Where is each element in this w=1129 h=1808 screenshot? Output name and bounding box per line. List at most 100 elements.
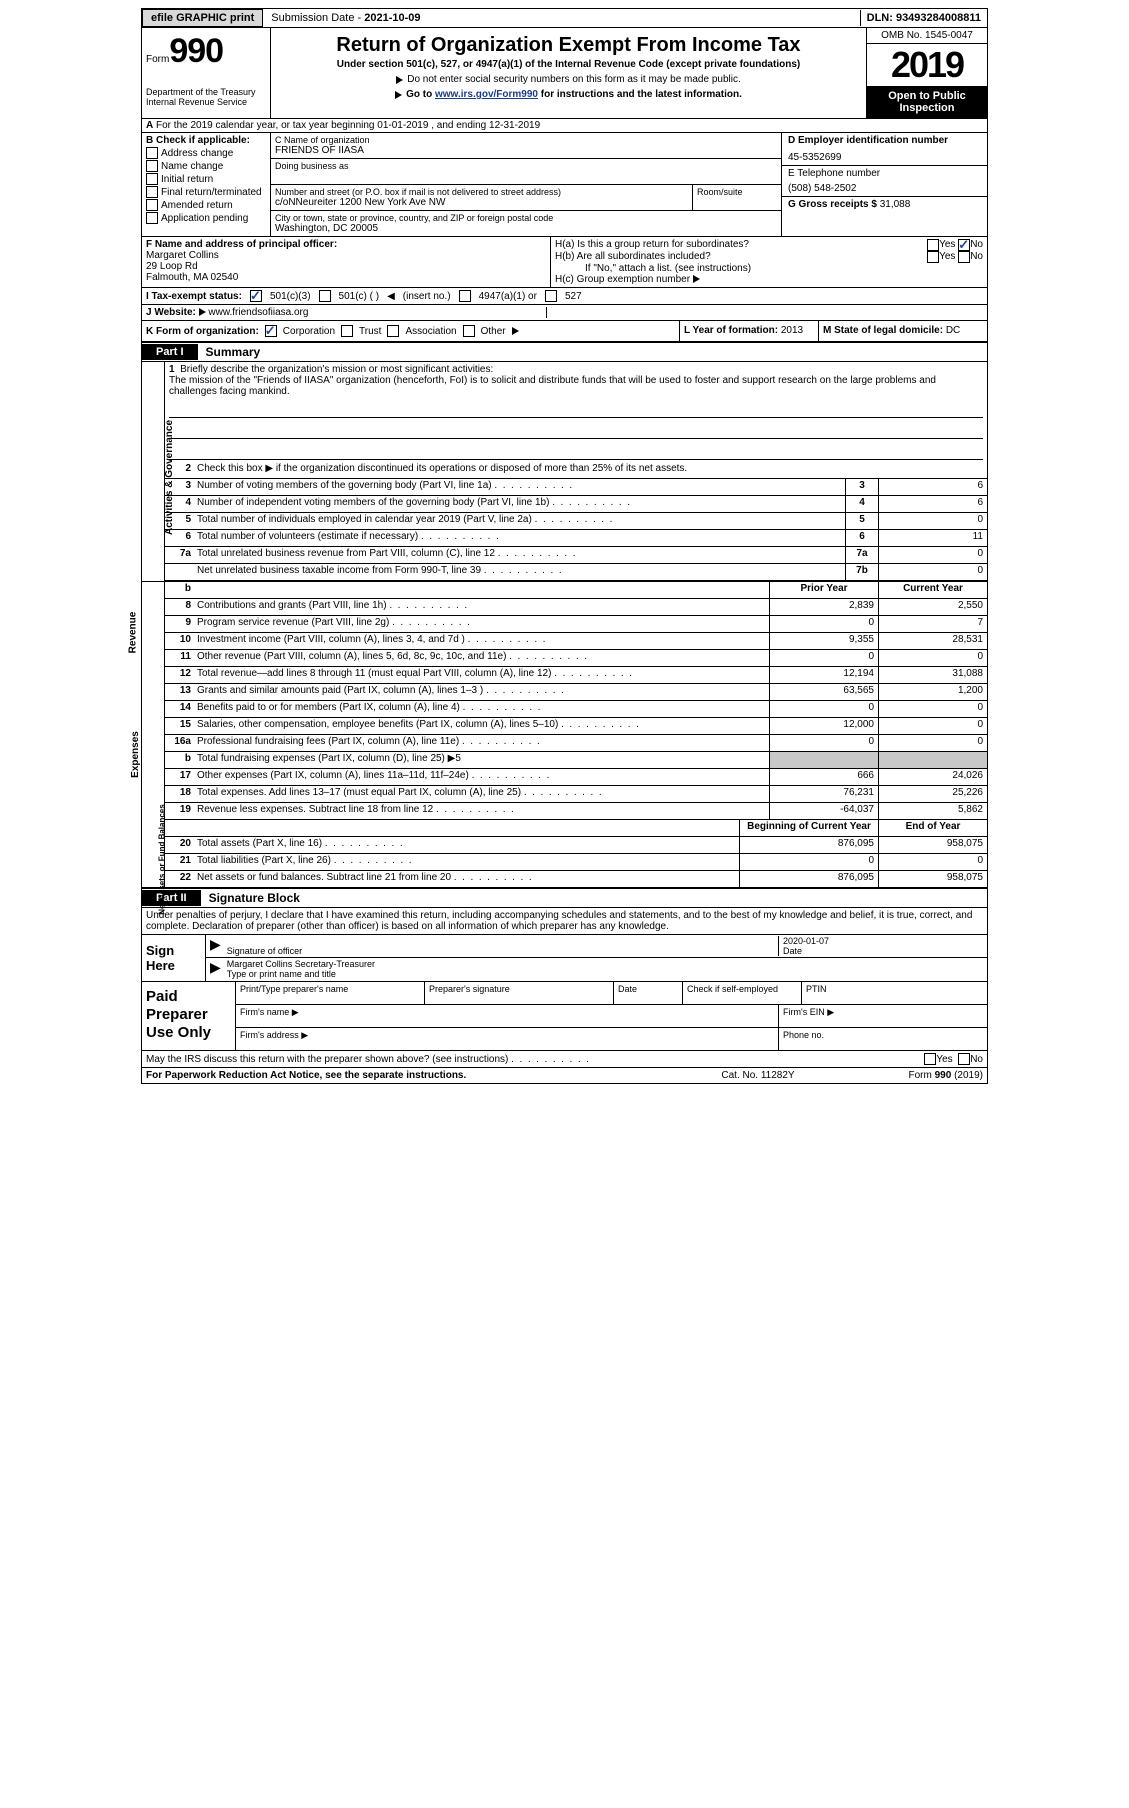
line-text: Total assets (Part X, line 16) <box>195 837 739 853</box>
bottom-row: For Paperwork Reduction Act Notice, see … <box>142 1068 987 1083</box>
line-num <box>165 564 195 580</box>
prior-val: 63,565 <box>769 684 878 700</box>
preparer-label: Paid Preparer Use Only <box>142 982 236 1050</box>
prior-val: 0 <box>769 701 878 717</box>
hc-label: H(c) Group exemption number <box>555 274 693 285</box>
line-val: 11 <box>878 530 987 546</box>
cb-label: Name change <box>161 161 223 172</box>
line2a: Go to <box>406 89 435 100</box>
irs-link[interactable]: www.irs.gov/Form990 <box>435 89 538 100</box>
side-revenue: Revenue <box>142 582 165 684</box>
line-val: 0 <box>878 564 987 580</box>
summary-row: 4 Number of independent voting members o… <box>165 496 987 513</box>
side-label: Net Assets or Fund Balances <box>158 804 167 914</box>
cb-name-change[interactable]: Name change <box>146 160 266 172</box>
checkbox-icon[interactable] <box>927 239 939 251</box>
top-bar: efile GRAPHIC print Submission Date - 20… <box>142 9 987 28</box>
prior-val: 12,000 <box>769 718 878 734</box>
officer-addr2: Falmouth, MA 02540 <box>146 272 238 283</box>
checkbox-icon[interactable] <box>265 325 277 337</box>
principal-officer: F Name and address of principal officer:… <box>142 237 551 287</box>
discuss-text: May the IRS discuss this return with the… <box>146 1054 924 1065</box>
summary-row: 7a Total unrelated business revenue from… <box>165 547 987 564</box>
prep-r3: Firm's address ▶ Phone no. <box>236 1028 987 1050</box>
netassets-section: Net Assets or Fund Balances Beginning of… <box>142 820 987 889</box>
checkbox-icon[interactable] <box>459 290 471 302</box>
cb-final-return[interactable]: Final return/terminated <box>146 186 266 198</box>
summary-row: 3 Number of voting members of the govern… <box>165 479 987 496</box>
current-val: 31,088 <box>878 667 987 683</box>
efile-print-button[interactable]: efile GRAPHIC print <box>142 9 263 27</box>
mission-label: Briefly describe the organization's miss… <box>180 364 493 375</box>
dln: DLN: 93493284008811 <box>860 10 987 26</box>
sign-content: ▶ Signature of officer 2020-01-07Date ▶ … <box>206 935 987 981</box>
form-title: Return of Organization Exempt From Incom… <box>277 34 860 57</box>
line-2: 2 Check this box ▶ if the organization d… <box>165 462 987 479</box>
501c3: 501(c)(3) <box>270 291 311 302</box>
line-val: 6 <box>878 479 987 495</box>
blank <box>165 820 195 836</box>
checkbox-icon[interactable] <box>545 290 557 302</box>
current-val: 0 <box>878 735 987 751</box>
prior-val: 76,231 <box>769 786 878 802</box>
col-b-header: B Check if applicable: <box>146 135 266 146</box>
city-cell: City or town, state or province, country… <box>271 211 781 236</box>
header-right: OMB No. 1545-0047 2019 Open to Public In… <box>867 28 987 118</box>
summary-row: 12 Total revenue—add lines 8 through 11 … <box>165 667 987 684</box>
527: 527 <box>565 291 582 302</box>
prior-val: 0 <box>769 616 878 632</box>
na-body: Beginning of Current Year End of Year 20… <box>165 820 987 887</box>
line-text: Net assets or fund balances. Subtract li… <box>195 871 739 887</box>
checkbox-icon[interactable] <box>319 290 331 302</box>
current-val: 7 <box>878 616 987 632</box>
line-text: Number of independent voting members of … <box>195 496 845 512</box>
officer-printed: Margaret Collins Secretary-Treasurer <box>227 959 375 969</box>
cb-initial-return[interactable]: Initial return <box>146 173 266 185</box>
rev-body: b Prior Year Current Year 8 Contribution… <box>165 582 987 684</box>
signature-block: Under penalties of perjury, I declare th… <box>142 908 987 1083</box>
line-text: Total fundraising expenses (Part IX, col… <box>195 752 769 768</box>
mission: 1 Briefly describe the organization's mi… <box>165 362 987 462</box>
checkbox-icon[interactable] <box>958 251 970 263</box>
prior-val: 666 <box>769 769 878 785</box>
sig-line: ▶ Signature of officer 2020-01-07Date <box>206 935 987 958</box>
checkbox-icon[interactable] <box>250 290 262 302</box>
line-text: Total number of individuals employed in … <box>195 513 845 529</box>
checkbox-icon[interactable] <box>463 325 475 337</box>
line-text: Total unrelated business revenue from Pa… <box>195 547 845 563</box>
line-box: 5 <box>845 513 878 529</box>
current-year-hdr: Current Year <box>878 582 987 598</box>
checkbox-icon[interactable] <box>924 1053 936 1065</box>
sub-date-label: Submission Date - <box>271 12 364 24</box>
other: Other <box>481 326 506 337</box>
side-netassets: Net Assets or Fund Balances <box>142 820 165 887</box>
line-text: Other expenses (Part IX, column (A), lin… <box>195 769 769 785</box>
line-num: 7a <box>165 547 195 563</box>
website: www.friendsofiiasa.org <box>208 307 308 318</box>
cb-application[interactable]: Application pending <box>146 212 266 224</box>
line-text: Check this box ▶ if the organization dis… <box>195 462 987 478</box>
checkbox-icon[interactable] <box>927 251 939 263</box>
prior-val: 0 <box>769 650 878 666</box>
addr-left: Number and street (or P.O. box if mail i… <box>271 185 693 210</box>
line-num: 10 <box>165 633 195 649</box>
line-val: 6 <box>878 496 987 512</box>
prep-date: Date <box>614 982 683 1004</box>
cb-amended[interactable]: Amended return <box>146 199 266 211</box>
ein-cell: D Employer identification number 45-5352… <box>782 133 987 166</box>
checkbox-icon[interactable] <box>958 1053 970 1065</box>
checkbox-icon[interactable] <box>958 239 970 251</box>
sig-date-label: Date <box>783 946 802 956</box>
checkbox-icon[interactable] <box>341 325 353 337</box>
summary-row: b Total fundraising expenses (Part IX, c… <box>165 752 987 769</box>
line-text: Program service revenue (Part VIII, line… <box>195 616 769 632</box>
i-label: I Tax-exempt status: <box>146 291 242 302</box>
cols-header: b Prior Year Current Year <box>165 582 987 599</box>
checkbox-icon[interactable] <box>387 325 399 337</box>
ag-body: 1 Briefly describe the organization's mi… <box>165 362 987 581</box>
triangle-icon <box>693 275 700 283</box>
line-box: 4 <box>845 496 878 512</box>
instr-line-2: Go to www.irs.gov/Form990 for instructio… <box>277 89 860 100</box>
checkbox-icon <box>146 147 158 159</box>
cb-address-change[interactable]: Address change <box>146 147 266 159</box>
